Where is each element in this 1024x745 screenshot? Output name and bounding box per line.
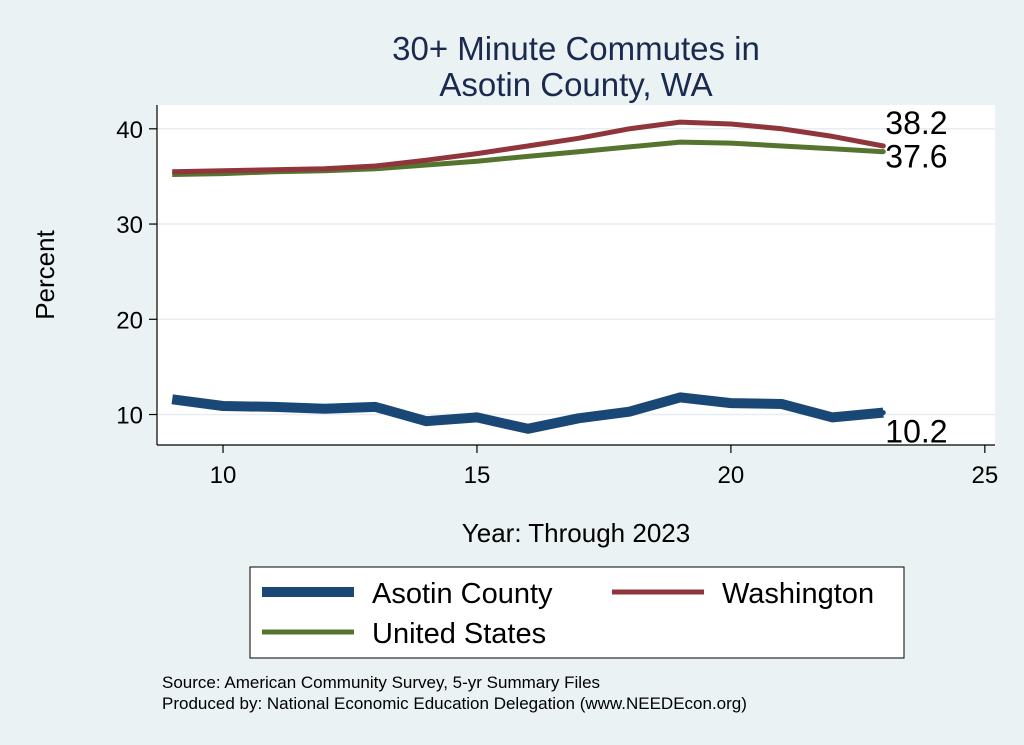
legend-label-asotin-county: Asotin County <box>372 578 553 610</box>
y-tick-label-20: 20 <box>116 307 143 334</box>
end-label-united-states: 37.6 <box>885 139 947 175</box>
legend-label-washington: Washington <box>722 578 874 610</box>
chart-title-line-2: Asotin County, WA <box>439 66 712 103</box>
y-tick-label-30: 30 <box>116 212 143 239</box>
source-line-2: Produced by: National Economic Education… <box>162 694 747 713</box>
plot-area <box>157 105 995 445</box>
legend-label-united-states: United States <box>372 618 546 650</box>
series-end-point-asotin-county <box>880 410 886 416</box>
legend-box <box>249 566 905 659</box>
series-end-point-washington <box>880 143 886 149</box>
series-line-washington <box>172 119 884 175</box>
x-tick-label-25: 25 <box>971 462 998 489</box>
axes: 10 20 30 40 10 15 20 25 <box>116 105 998 489</box>
chart-title-line-1: 30+ Minute Commutes in <box>392 30 760 67</box>
end-label-asotin-county: 10.2 <box>885 414 947 450</box>
source-line-1: Source: American Community Survey, 5-yr … <box>162 673 600 692</box>
x-tick-label-10: 10 <box>210 462 237 489</box>
y-tick-label-40: 40 <box>116 117 143 144</box>
x-axis-label: Year: Through 2023 <box>462 518 690 548</box>
y-axis-label: Percent <box>30 229 60 319</box>
y-tick-label-10: 10 <box>116 403 143 430</box>
series-line-asotin-county <box>171 392 884 434</box>
x-tick-label-15: 15 <box>464 462 491 489</box>
end-labels: 10.2 38.237.6 <box>885 105 947 450</box>
series-layer <box>171 119 886 434</box>
x-tick-label-20: 20 <box>718 462 745 489</box>
series-end-point-united-states <box>880 149 886 155</box>
end-label-washington: 38.2 <box>885 105 947 141</box>
legend: Asotin County Washington United States <box>249 566 905 659</box>
